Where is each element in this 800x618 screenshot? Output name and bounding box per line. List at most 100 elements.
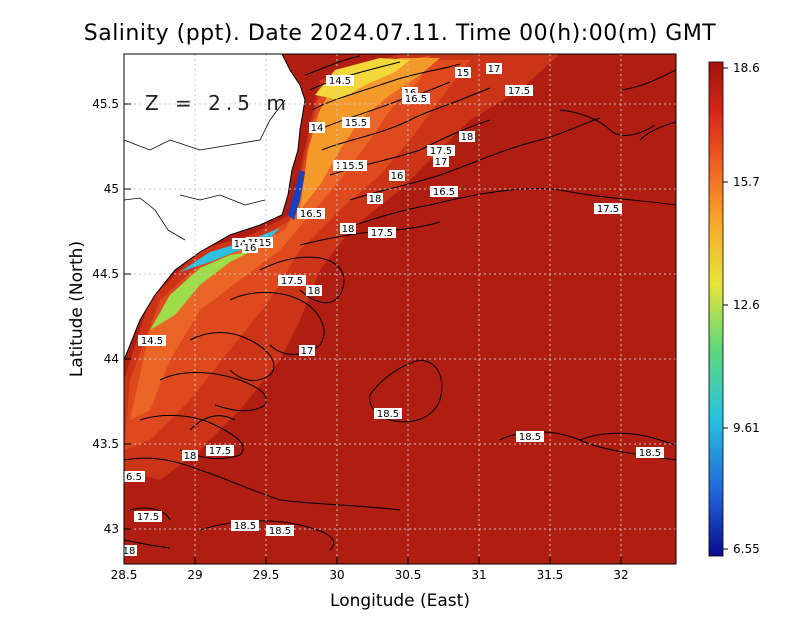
contour-label-bg — [636, 447, 664, 458]
contour-label-bg — [368, 227, 396, 238]
border-line — [124, 197, 186, 241]
contour-label-bg — [299, 345, 315, 356]
x-tick-label: 32 — [613, 568, 628, 582]
contour-label-bg — [389, 170, 405, 181]
contour-label-bg — [306, 285, 322, 296]
contour-label: 18.5 — [377, 409, 399, 420]
contour-label: 18 — [461, 132, 474, 143]
contour-label: 18.5 — [269, 526, 291, 537]
contour-label: 17 — [301, 346, 314, 357]
contour-label: 14 — [311, 123, 324, 134]
contour-label: 15 — [259, 238, 272, 249]
y-tick-label: 44 — [104, 352, 119, 366]
contour-label: 14 — [234, 239, 247, 250]
contour-label: 17.5 — [137, 512, 159, 523]
contour-label: 16.5 — [433, 187, 455, 198]
contour-label: 15.5 — [342, 161, 364, 172]
contour-label: 17.5 — [281, 276, 303, 287]
x-tick-label: 28.5 — [111, 568, 138, 582]
contour-label-bg — [266, 525, 294, 536]
contour-label-bg — [232, 238, 248, 249]
x-tick-label: 29.5 — [253, 568, 280, 582]
contour-label-bg — [182, 450, 198, 461]
x-axis-label: Longitude (East) — [330, 591, 470, 611]
coastal-blue — [288, 170, 305, 220]
contour-label-bg — [402, 93, 430, 104]
contour-label-bg — [374, 408, 402, 419]
colorbar — [708, 61, 724, 557]
contour-label-bg — [427, 145, 455, 156]
contour-label: 17.5 — [508, 86, 530, 97]
contour-label: 14.5 — [329, 76, 351, 87]
coastal-water — [124, 60, 470, 450]
border-line — [124, 99, 286, 151]
nearshore-water — [130, 56, 430, 420]
y-tick-label: 45.5 — [92, 97, 119, 111]
y-tick-label: 43 — [104, 522, 119, 536]
colorbar-tick-label: 6.55 — [733, 542, 760, 556]
land-mass — [124, 54, 306, 361]
contour-label-bg — [430, 186, 458, 197]
contour-label-bg — [257, 237, 273, 248]
y-axis-ticks: 43 43.5 44 44.5 45 45.5 — [92, 97, 131, 536]
contour-label-bg — [309, 122, 325, 133]
colorbar-tick-label: 9.61 — [733, 421, 760, 435]
x-tick-label: 30.5 — [395, 568, 422, 582]
contour-label: 18.5 — [519, 432, 541, 443]
contour-label: 15.5 — [345, 118, 367, 129]
colorbar-tick-label: 12.6 — [733, 298, 760, 312]
contour-label-bg — [297, 208, 325, 219]
contour-label: 18.5 — [234, 521, 256, 532]
plot-area: 14.5151717.51616.51415.51816.515.5161816… — [123, 54, 676, 564]
x-tick-label: 31.5 — [537, 568, 564, 582]
colorbar-tick-label: 15.7 — [733, 175, 760, 189]
contour-label-bg — [459, 131, 475, 142]
contour-label: 18 — [123, 546, 136, 557]
contour-label: 15 — [457, 68, 470, 79]
contour-label: 18.5 — [639, 448, 661, 459]
border-line — [179, 194, 266, 206]
y-tick-label: 43.5 — [92, 437, 119, 451]
contour-label-bg — [138, 335, 166, 346]
contour-label-bg — [340, 223, 356, 234]
contour-label: 17.5 — [209, 446, 231, 457]
x-axis-ticks: 28.5 29 29.5 30 30.5 31 31.5 32 — [111, 557, 629, 582]
contour-label-bg — [124, 545, 137, 556]
grid — [124, 54, 676, 564]
y-axis-label: Latitude (North) — [67, 241, 87, 377]
contour-label-bg — [326, 75, 354, 86]
contour-label-bg — [367, 193, 383, 204]
contour-label-bg — [134, 511, 162, 522]
contour-label: 14.5 — [141, 336, 163, 347]
x-tick-label: 29 — [187, 568, 202, 582]
contour-label-bg — [342, 117, 370, 128]
plot-frame — [123, 53, 677, 565]
y-tick-label: 45 — [104, 182, 119, 196]
contour-label: 17.5 — [597, 204, 619, 215]
contour-label-bg — [505, 85, 533, 96]
contour-label: 16.5 — [300, 209, 322, 220]
contour-label-bg — [124, 471, 145, 482]
depth-label: Z = 2.5 m — [145, 91, 291, 115]
contour-label-bg — [402, 87, 418, 98]
contour-label: 18 — [342, 224, 355, 235]
contour-label-bg — [455, 67, 471, 78]
colorbar-tick-label: 18.6 — [733, 61, 760, 75]
contour-label: 18 — [369, 194, 382, 205]
contour-label: 16.5 — [405, 94, 427, 105]
x-tick-label: 31 — [471, 568, 486, 582]
contour-label: 17 — [435, 157, 448, 168]
contour-label-bg — [516, 431, 544, 442]
contour-label-bg — [278, 275, 306, 286]
contour-label-bg — [242, 242, 258, 253]
contour-label-bg — [433, 156, 449, 167]
colorbar-ticks: 18.6 15.7 12.6 9.61 6.55 — [723, 61, 760, 556]
contour-label: 16 — [244, 243, 257, 254]
plume-yellow — [315, 58, 410, 100]
contour-label-bg — [206, 445, 234, 456]
contour-label-bg — [594, 203, 622, 214]
contour-label: 17.5 — [371, 228, 393, 239]
contour-label-bg — [339, 160, 367, 171]
contour-labels: 14.5151717.51616.51415.51816.515.5161816… — [123, 63, 664, 557]
